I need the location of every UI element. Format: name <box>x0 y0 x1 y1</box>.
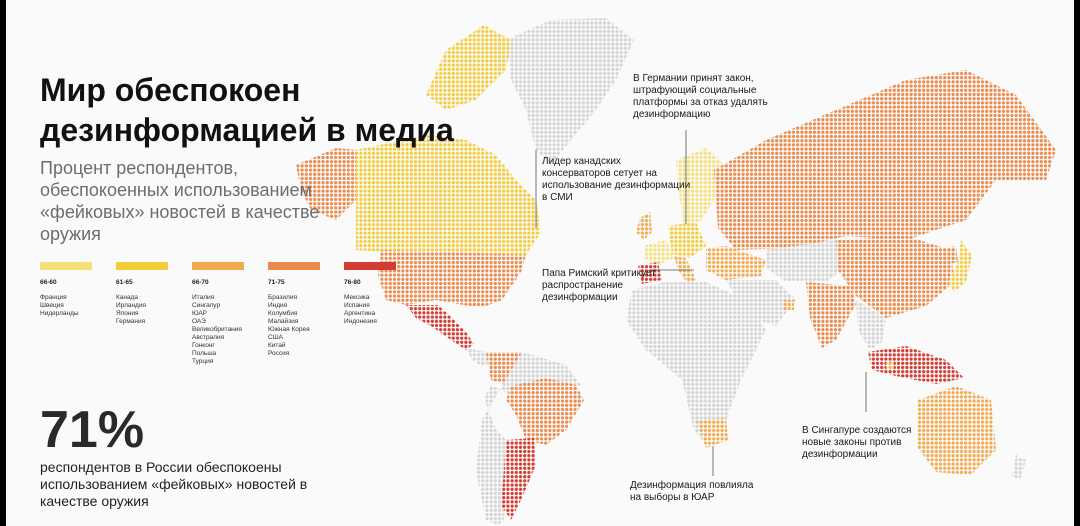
region-korea <box>946 246 958 264</box>
annotation-singapore: В Сингапуре создаются новые законы проти… <box>802 425 912 460</box>
region-uk <box>636 212 652 240</box>
legend-country: Польша <box>192 350 217 357</box>
legend-country: Великобритания <box>192 326 242 333</box>
legend-band-4: 71-75 Бразилия Индия Колумбия Малайзия Ю… <box>268 262 338 358</box>
region-scandinavia <box>676 148 722 226</box>
legend-band-2: 61-65 Канада Ирландия Япония Германия <box>116 262 186 326</box>
legend-range: 71-75 <box>268 279 285 286</box>
legend-country: Канада <box>116 294 139 301</box>
legend-country: Индия <box>268 302 288 309</box>
legend-range: 66-70 <box>192 279 209 286</box>
region-se-asia <box>856 300 886 350</box>
annotation-lines <box>535 130 867 476</box>
region-canada-arctic <box>426 25 511 110</box>
region-spain <box>638 262 662 284</box>
legend-country: Италия <box>192 294 215 301</box>
legend-swatch <box>40 262 92 270</box>
legend-country: Малайзия <box>268 318 299 325</box>
region-new-zealand <box>1012 455 1026 480</box>
region-singapore <box>886 362 894 370</box>
region-central-asia <box>766 240 856 282</box>
annotation-south-africa: Дезинформация повлияла на выборы в ЮАР <box>630 480 754 503</box>
legend-band-5: 76-80 Мексика Испания Аргентина Индонези… <box>344 262 414 326</box>
legend-country: Япония <box>116 310 139 317</box>
legend-swatch <box>344 262 396 270</box>
region-africa <box>626 282 766 445</box>
world-dot-map <box>296 18 1056 525</box>
legend-swatch <box>268 262 320 270</box>
legend-country: Австралия <box>192 334 225 341</box>
legend-country-list: Канада Ирландия Япония Германия <box>116 294 186 326</box>
region-alaska <box>296 148 356 220</box>
page-title: Мир обеспокоен дезинформацией в медиа <box>40 72 454 148</box>
legend-country: Индонезия <box>344 318 377 325</box>
legend-country-list: Франция Швеция Нидерланды <box>40 294 110 318</box>
region-canada <box>356 135 541 262</box>
legend-country: ЮАР <box>192 310 208 317</box>
legend-band-3: 66-70 Италия Сингапур ЮАР ОАЭ Великобрит… <box>192 262 262 366</box>
region-germany <box>668 222 706 258</box>
legend-country: Колумбия <box>268 310 298 317</box>
region-japan <box>948 240 972 292</box>
legend: 66-60 Франция Швеция Нидерланды 61-65 Ка… <box>40 262 400 382</box>
region-central-america <box>466 348 494 366</box>
legend-country: Франция <box>40 294 67 301</box>
legend-band-1: 66-60 Франция Швеция Нидерланды <box>40 262 110 318</box>
region-argentina <box>501 438 536 520</box>
legend-country: Мексика <box>344 294 370 301</box>
region-south-africa <box>696 418 728 448</box>
annotation-pope: Папа Римский критикует распространение д… <box>542 268 656 303</box>
region-middle-east <box>726 280 796 326</box>
region-australia <box>918 386 996 475</box>
russia-stat-caption: респондентов в России обеспокоены исполь… <box>40 459 308 509</box>
region-indonesia <box>868 346 964 384</box>
legend-country: Китай <box>268 342 286 349</box>
legend-country: Гонконг <box>192 342 215 349</box>
russia-stat-value: 71% <box>40 401 145 459</box>
region-turkey <box>706 246 766 280</box>
legend-country: Турция <box>192 358 214 365</box>
legend-country: Испания <box>344 302 370 309</box>
region-india <box>806 282 856 348</box>
legend-range: 61-65 <box>116 279 133 286</box>
page-subtitle: Процент респондентов, обеспокоенных испо… <box>40 158 320 244</box>
region-france <box>644 240 674 266</box>
region-greenland <box>506 18 634 165</box>
legend-country: Нидерланды <box>40 310 79 317</box>
legend-swatch <box>192 262 244 270</box>
legend-country: Бразилия <box>268 294 297 301</box>
legend-country: Ирландия <box>116 302 147 309</box>
legend-country: Швеция <box>40 302 64 309</box>
region-china <box>836 236 954 318</box>
region-brazil <box>506 378 584 445</box>
legend-range: 66-60 <box>40 279 57 286</box>
legend-range: 76-80 <box>344 279 361 286</box>
annotation-canada: Лидер канадских консерваторов сетует на … <box>542 156 691 203</box>
legend-country: Южная Корея <box>268 326 310 333</box>
legend-country: Сингапур <box>192 302 221 309</box>
legend-country-list: Бразилия Индия Колумбия Малайзия Южная К… <box>268 294 338 358</box>
legend-country-list: Мексика Испания Аргентина Индонезия <box>344 294 414 326</box>
legend-country: ОАЭ <box>192 318 206 325</box>
region-south-america <box>476 352 581 525</box>
legend-swatch <box>116 262 168 270</box>
region-russia <box>714 70 1056 250</box>
legend-country: Россия <box>268 350 290 357</box>
annotation-germany: В Германии принят закон, штрафующий соци… <box>633 73 768 120</box>
infographic-panel: Мир обеспокоен дезинформацией в медиа Пр… <box>6 0 1074 526</box>
legend-country: США <box>268 334 283 341</box>
legend-country: Германия <box>116 318 146 325</box>
legend-country: Аргентина <box>344 310 376 317</box>
region-uae <box>782 300 794 310</box>
region-usa <box>378 250 526 306</box>
region-mexico <box>406 305 474 350</box>
legend-country-list: Италия Сингапур ЮАР ОАЭ Великобритания А… <box>192 294 262 366</box>
